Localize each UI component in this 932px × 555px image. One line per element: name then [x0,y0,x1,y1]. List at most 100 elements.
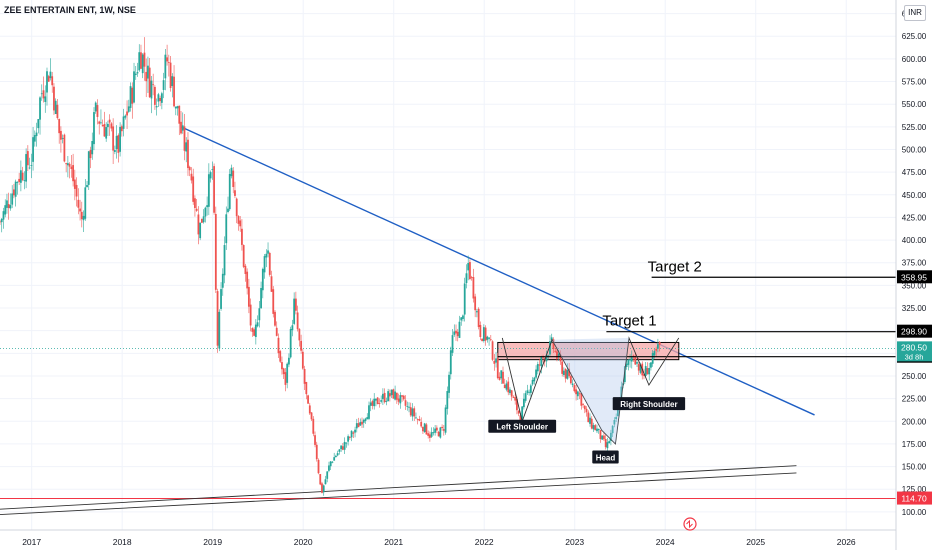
candle-body [134,73,137,75]
candle-body [267,250,269,254]
candle-body [321,483,323,493]
candle-body [232,170,235,188]
candle-body [133,71,135,103]
price-tick-label: 325.00 [902,304,927,313]
candle-body [592,425,595,430]
trendlines [0,126,815,516]
candle-body [590,418,593,429]
candle-body [202,216,205,223]
pattern-label-bg [612,397,686,411]
candle-body [475,311,478,313]
candle-body [58,118,61,134]
candle-body [228,173,231,210]
candle-body [101,125,104,127]
candle-body [166,57,168,62]
candle-body [550,337,553,341]
candle-body [192,176,195,202]
currency-badge[interactable]: INR [904,5,926,21]
candle-body [188,166,191,171]
candle-body [138,52,141,71]
candle-body [68,163,71,167]
candle-body [589,417,591,424]
candle-body [176,106,179,109]
candle-body [235,198,238,217]
candle-body [493,360,496,364]
candle-body [253,329,256,336]
candle-body [599,430,602,440]
price-tick-label: 425.00 [902,213,927,222]
candle-body [84,187,87,219]
candle-body [355,423,358,429]
candle-body [282,368,285,375]
candle-body [604,438,607,448]
candle-body [260,288,262,309]
candle-body [307,395,309,404]
candle-body [423,423,426,432]
candle-body [0,221,1,223]
candle-body [305,382,308,395]
candle-body [437,431,440,437]
candle-body [190,173,193,181]
candle-body [448,374,450,393]
candle-body [127,106,130,112]
candle-body [615,417,618,420]
candle-body [428,434,431,438]
candle-body [160,93,163,103]
candle-body [402,395,405,400]
candle-body [387,391,390,402]
candle-body [643,374,645,376]
candle-body [275,327,278,336]
candle-body [627,359,630,365]
candle-body [462,315,464,319]
candle-body [28,167,31,169]
candle-body [152,84,155,86]
candle-body [162,80,165,90]
candle-body [249,304,252,326]
candle-body [608,441,611,444]
candle-body [385,400,388,402]
candle-body [131,87,134,104]
candle-body [425,424,428,435]
candle-body [270,276,273,292]
price-tag-label: 358.95 [901,272,927,282]
candle-body [7,204,10,209]
candle-body [634,357,637,365]
candle-body [247,286,250,307]
candle-body [19,170,22,183]
candle-body [524,393,527,401]
candle-body [512,396,515,398]
time-tick-label: 2026 [837,537,856,547]
candle-body [328,465,330,471]
candle-body [420,421,423,427]
candle-body [164,54,167,79]
candle-body [373,398,376,407]
candles [0,37,661,496]
candle-body [646,368,649,375]
candle-body [21,172,24,181]
candle-body [199,222,202,239]
candle-body [33,135,36,142]
candle-body [241,228,243,245]
candle-body [107,123,109,128]
candle-body [272,289,275,314]
candle-body [124,115,127,118]
pattern-label: Right Shoulder [620,400,677,409]
candle-body [239,220,242,227]
candle-body [211,169,214,170]
candle-body [465,273,468,284]
candle-body [576,391,579,397]
candle-body [354,429,356,433]
candle-body [395,392,398,400]
candle-body [542,357,544,359]
candle-body [230,167,233,177]
candle-body [486,336,489,340]
candle-body [549,341,551,355]
candle-body [254,324,257,338]
candle-body [141,54,144,74]
candle-body [326,471,329,479]
candle-body [366,417,369,420]
candle-body [301,351,304,369]
candle-body [277,337,280,354]
